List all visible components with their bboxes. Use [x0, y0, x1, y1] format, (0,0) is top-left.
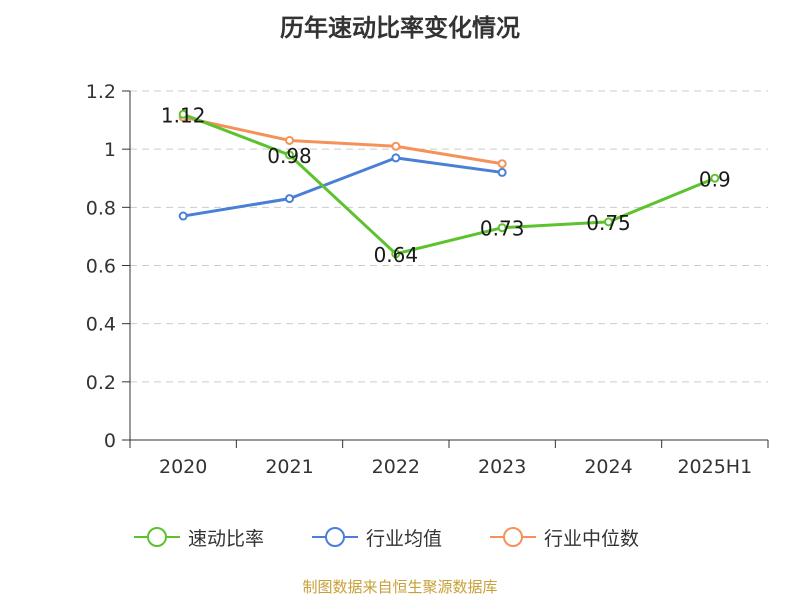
legend-label: 行业中位数	[544, 527, 640, 550]
x-tick-label: 2024	[584, 456, 632, 478]
data-point	[391, 141, 401, 151]
data-point	[604, 217, 613, 227]
series-lines	[178, 109, 720, 259]
data-point	[497, 223, 507, 233]
data-point	[391, 153, 401, 163]
data-label: 0.9	[699, 167, 731, 191]
data-point	[497, 159, 507, 169]
x-tick-label: 2023	[478, 456, 526, 478]
legend-swatch	[490, 527, 536, 547]
y-tick-label: 0.4	[86, 314, 116, 336]
chart-title: 历年速动比率变化情况	[280, 14, 520, 42]
y-tick-label: 0.8	[86, 197, 116, 219]
data-label: 0.98	[267, 144, 312, 168]
data-point	[178, 109, 188, 119]
y-tick-label: 0.2	[86, 372, 116, 394]
data-point	[497, 167, 507, 177]
axes: 0 0.2 0.4 0.6 0.8 1 1.2 2020 2021 2022 2023 2024 202…	[86, 81, 769, 478]
source-note: 制图数据来自恒生聚源数据库	[302, 578, 498, 596]
legend-item[interactable]: 速动比率	[132, 522, 264, 552]
x-tick-label: 2022	[372, 456, 420, 478]
y-tick-label: 0.6	[86, 256, 116, 278]
data-point	[391, 249, 401, 259]
legend: 速动比率 行业均值 行业中位数	[0, 522, 800, 552]
legend-item[interactable]: 行业均值	[310, 522, 442, 552]
legend-label: 速动比率	[188, 527, 265, 550]
series-line-industry-mean	[182, 156, 503, 218]
data-labels: 1.12 0.98 0.64 0.73 0.75 0.9	[161, 103, 731, 267]
data-point	[285, 135, 294, 145]
data-label: 0.73	[480, 217, 525, 241]
data-point	[178, 211, 188, 221]
data-label: 0.75	[586, 211, 631, 235]
y-tick-label: 1	[104, 139, 116, 161]
x-tick-label: 2025H1	[677, 456, 752, 478]
legend-swatch	[134, 527, 180, 547]
y-tick-label: 0	[104, 430, 116, 452]
series-line-industry-median	[182, 115, 503, 166]
grid-lines	[130, 90, 768, 383]
legend-item[interactable]: 行业中位数	[488, 522, 639, 552]
x-tick-label: 2020	[159, 456, 207, 478]
x-tick-label: 2021	[265, 456, 313, 478]
data-point	[710, 173, 720, 183]
legend-label: 行业均值	[366, 527, 443, 550]
data-label: 1.12	[161, 103, 206, 127]
y-tick-label: 1.2	[86, 81, 116, 103]
data-label: 0.64	[374, 243, 419, 267]
legend-swatch	[312, 527, 358, 547]
data-point	[285, 194, 294, 204]
series-line-quick-ratio	[182, 112, 716, 256]
data-point	[285, 150, 294, 160]
